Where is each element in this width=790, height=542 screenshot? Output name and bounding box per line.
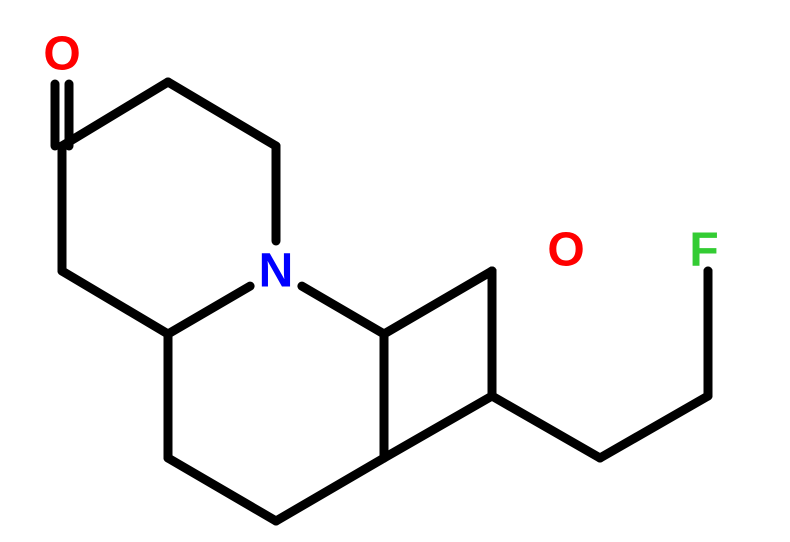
atom-n: N (259, 245, 294, 298)
molecule-canvas: O N O F (0, 0, 790, 542)
atom-o: O (547, 224, 584, 277)
canvas-background (0, 0, 790, 542)
atom-f: F (689, 224, 718, 277)
atom-o: O (43, 28, 80, 81)
